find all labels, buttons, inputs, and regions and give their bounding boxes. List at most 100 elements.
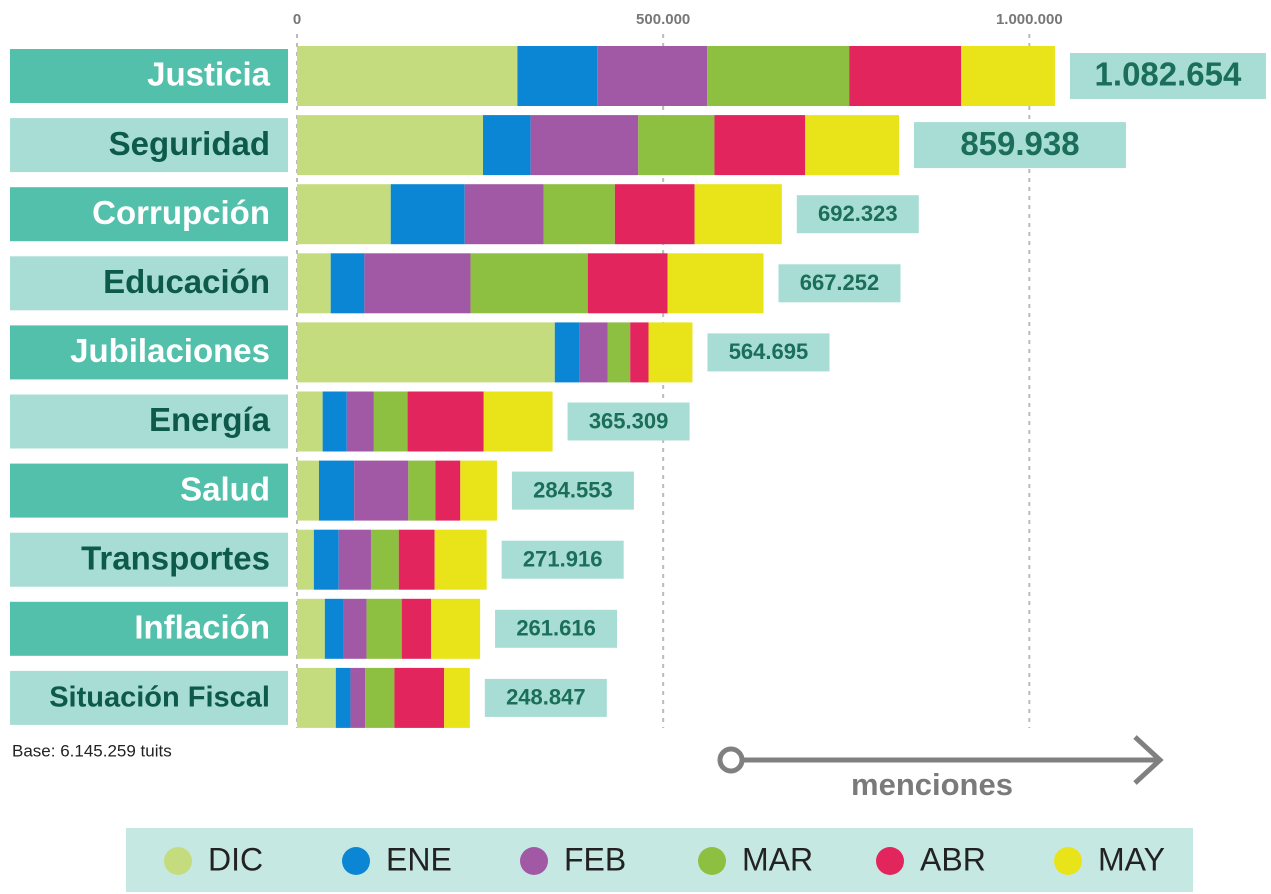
bar-segment — [354, 460, 409, 521]
bar-segment — [630, 322, 649, 383]
category-box — [10, 49, 288, 103]
total-label: 284.553 — [533, 477, 613, 502]
bar-segment — [335, 667, 351, 728]
bar-segment — [543, 184, 615, 245]
total-box — [511, 471, 634, 510]
legend-box — [126, 828, 1193, 892]
arrow-start — [717, 746, 745, 774]
total-box — [913, 122, 1126, 169]
bar-segment — [370, 529, 399, 590]
total-box — [1069, 53, 1266, 99]
legend-marker — [876, 847, 904, 875]
legend-label: ABR — [920, 841, 986, 877]
category-box — [10, 325, 288, 380]
category-label: Seguridad — [109, 125, 270, 162]
legend-marker — [698, 847, 726, 875]
bar-segment — [324, 598, 344, 659]
legend-marker — [520, 847, 548, 875]
bar-segment — [297, 529, 314, 590]
total-box — [796, 195, 919, 234]
x-tick-label: 500.000 — [636, 11, 690, 28]
total-box — [495, 609, 618, 648]
total-label: 859.938 — [960, 125, 1079, 162]
x-tick-label: 1.000.000 — [996, 11, 1063, 28]
bar-segment — [408, 460, 436, 521]
total-label: 261.616 — [516, 616, 596, 641]
total-box — [778, 264, 901, 303]
bar-segment — [694, 184, 782, 245]
bar-segment — [297, 115, 484, 176]
category-label: Salud — [180, 470, 270, 507]
bar-segment — [849, 46, 962, 106]
category-label: Educación — [103, 263, 270, 300]
bar-segment — [434, 529, 487, 590]
bar-segment — [366, 598, 402, 659]
category-box — [10, 670, 288, 725]
bar-segment — [297, 184, 391, 245]
legend-marker — [164, 847, 192, 875]
category-label: Justicia — [147, 56, 271, 93]
legend-label: FEB — [564, 841, 626, 877]
bar-segment — [707, 46, 850, 106]
total-label: 1.082.654 — [1095, 56, 1242, 93]
total-label: 564.695 — [729, 339, 809, 364]
legend-marker — [1054, 847, 1082, 875]
total-label: 248.847 — [506, 685, 586, 710]
bar-segment — [297, 253, 331, 314]
bar-segment — [343, 598, 367, 659]
legend-label: ENE — [386, 841, 452, 877]
bar-segment — [390, 184, 465, 245]
bar-segment — [648, 322, 693, 383]
category-label: Situación Fiscal — [49, 682, 270, 714]
bar-segment — [517, 46, 598, 106]
bar-segment — [554, 322, 580, 383]
bar-segment — [297, 322, 555, 383]
bar-segment — [638, 115, 715, 176]
bar-segment — [614, 184, 695, 245]
bar-segment — [460, 460, 497, 521]
total-label: 365.309 — [589, 408, 669, 433]
category-box — [10, 463, 288, 518]
legend-marker — [342, 847, 370, 875]
total-label: 271.916 — [523, 547, 603, 572]
bar-segment — [297, 391, 323, 452]
bar-segment — [373, 391, 408, 452]
bar-segment — [961, 46, 1055, 106]
bar-segment — [464, 184, 544, 245]
legend-label: DIC — [208, 841, 263, 877]
bar-segment — [714, 115, 806, 176]
bar-segment — [318, 460, 355, 521]
bar-segment — [607, 322, 631, 383]
bar-segment — [483, 115, 531, 176]
total-label: 692.323 — [818, 201, 898, 226]
category-box — [10, 256, 288, 311]
total-box — [484, 678, 607, 717]
bar-segment — [597, 46, 708, 106]
bar-segment — [297, 598, 325, 659]
total-box — [707, 333, 830, 372]
arrow-head — [1133, 735, 1164, 785]
bar-segment — [401, 598, 432, 659]
bar-segment — [667, 253, 764, 314]
total-label: 667.252 — [800, 270, 880, 295]
legend-label: MAR — [742, 841, 813, 877]
bar-segment — [338, 529, 371, 590]
x-tick-label: 0 — [293, 11, 301, 28]
bar-segment — [444, 667, 470, 728]
bar-segment — [346, 391, 374, 452]
category-label: Jubilaciones — [70, 332, 270, 369]
bar-segment — [431, 598, 481, 659]
bar-segment — [322, 391, 347, 452]
bar-segment — [579, 322, 608, 383]
bar-segment — [365, 667, 395, 728]
axis-label: menciones — [851, 767, 1013, 802]
category-box — [10, 187, 288, 242]
bar-segment — [313, 529, 339, 590]
category-label: Energía — [149, 401, 271, 438]
bar-segment — [483, 391, 553, 452]
category-label: Inflación — [134, 609, 270, 646]
bar-segment — [530, 115, 639, 176]
total-box — [501, 540, 624, 579]
category-box — [10, 532, 288, 587]
bar-segment — [435, 460, 461, 521]
